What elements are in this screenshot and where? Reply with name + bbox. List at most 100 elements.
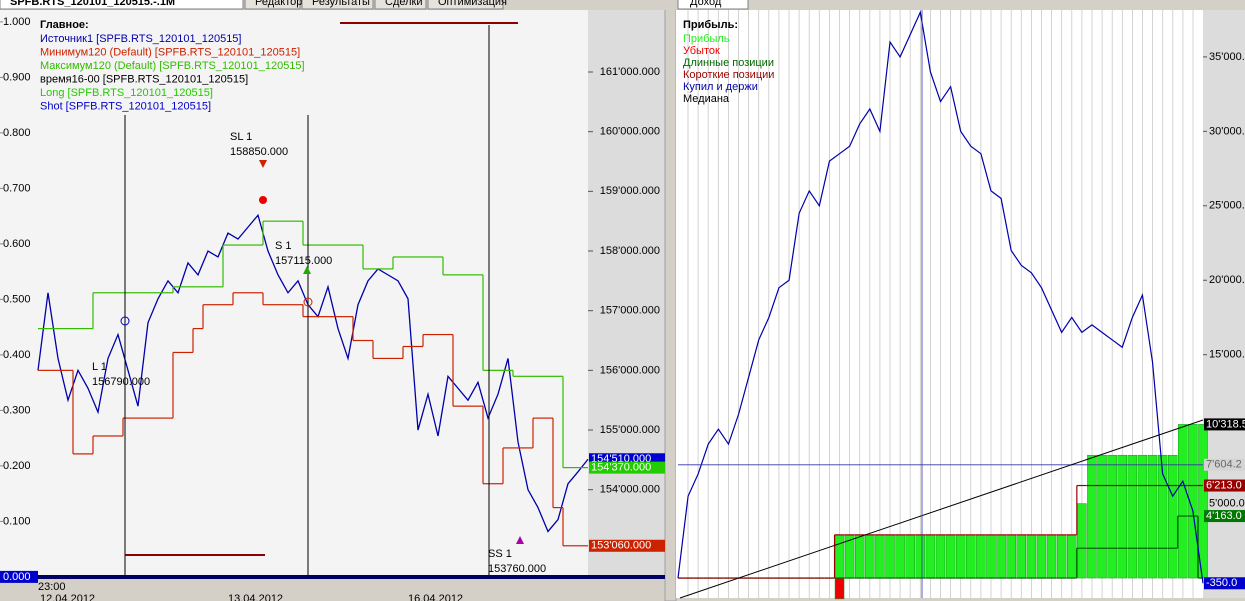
signal-dot [303, 297, 313, 307]
price-tick-label: 159'000.000 [600, 185, 660, 197]
price-tick-label: 161'000.000 [600, 66, 660, 78]
bar [935, 534, 946, 579]
trade-price: 157115.000 [275, 255, 332, 267]
value-label-bg [1204, 418, 1245, 431]
bar [1077, 503, 1087, 579]
y-tick-label: 25'000.0 [1209, 200, 1245, 212]
bar [1188, 424, 1198, 579]
y-tick-label: 0.800 [3, 127, 31, 139]
bar [1067, 534, 1077, 579]
price-tick-label: 154'000.000 [600, 484, 660, 496]
tab-label[interactable]: Доход [690, 0, 722, 8]
y-tick-label: 20'000.0 [1209, 274, 1245, 286]
y-tick-label: 5'000.0 [1209, 498, 1245, 510]
bar [1036, 534, 1047, 579]
tab-label[interactable]: Сделки [385, 0, 423, 8]
bar [1147, 454, 1158, 579]
bar [1178, 424, 1188, 579]
value-label: 6'213.0 [1206, 479, 1242, 491]
y-tick-label: 1.000 [3, 16, 31, 28]
bar [1127, 454, 1138, 579]
splitter[interactable] [664, 0, 677, 601]
bar [895, 534, 905, 579]
left-axis-bg [588, 10, 665, 578]
bar [865, 534, 875, 579]
y-tick-label: 0.700 [3, 182, 31, 194]
bar [834, 577, 845, 600]
y-tick-label: 0.000 [3, 571, 31, 583]
tab-strip [0, 0, 1245, 10]
price-tick-label: 156'000.000 [600, 364, 660, 376]
signal-dot [259, 196, 267, 204]
median-line [679, 419, 1204, 599]
tab[interactable] [0, 0, 244, 10]
x-tick-label: 13.04.2012 [228, 593, 283, 601]
bar [1056, 534, 1067, 579]
legend-entry: Источник1 [SPFB.RTS_120101_120515] [40, 33, 241, 45]
bar [986, 534, 996, 579]
legend-entry: Shot [SPFB.RTS_120101_120515] [40, 100, 211, 112]
tab[interactable] [301, 0, 374, 10]
bar [1107, 454, 1117, 579]
tab-label[interactable]: Оптимизация [438, 0, 507, 8]
legend-entry: Убыток [683, 45, 720, 57]
bar [1046, 534, 1057, 579]
y-tick-bg [0, 570, 38, 583]
tab-label[interactable]: Результаты [312, 0, 370, 8]
trade-label: S 1 [275, 240, 292, 252]
value-label: -350.0 [1206, 577, 1237, 589]
y-tick-label: 15'000.0 [1209, 349, 1245, 361]
legend-title: Прибыль: [683, 19, 738, 31]
tab-label[interactable]: SPFB.RTS_120101_120515.-.1M [10, 0, 175, 8]
legend-entry: Купил и держи [683, 81, 758, 93]
signal-arrow [303, 266, 311, 274]
tab[interactable] [677, 0, 749, 10]
y-tick-label: 0.900 [3, 71, 31, 83]
price-tick-label: 158'000.000 [600, 245, 660, 257]
legend-entry: Медиана [683, 93, 730, 105]
tab[interactable] [374, 0, 427, 10]
tab[interactable] [244, 0, 301, 10]
y-tick-label: 0.100 [3, 515, 31, 527]
legend-entry: Прибыль [683, 33, 730, 45]
bar [966, 534, 976, 579]
value-label-bg [1204, 510, 1245, 523]
value-label-bg [1204, 577, 1245, 590]
bar [875, 534, 885, 579]
legend-entry: Максимум120 (Default) [SPFB.RTS_120101_1… [40, 60, 305, 72]
bar [905, 534, 915, 579]
price-tick-label: 160'000.000 [600, 126, 660, 138]
value-label-bg [1204, 479, 1245, 492]
equity-line [677, 10, 1204, 584]
y-tick-label: 35'000.0 [1209, 51, 1245, 63]
bar [1137, 454, 1148, 579]
legend-entry: Короткие позиции [683, 69, 774, 81]
price-tick-label: 155'000.000 [600, 424, 660, 436]
bar [1198, 424, 1208, 579]
y-tick-label: 0.200 [3, 460, 31, 472]
bar [1167, 454, 1178, 579]
bar [834, 534, 845, 579]
chart-layer: 154'000.000 155'000.000 156'000.000 157'000… [37, 10, 1245, 600]
bar [1117, 454, 1127, 579]
right-axis-bg [1203, 10, 1245, 598]
trade-label: L 1 [92, 361, 107, 373]
signal-dot [120, 316, 130, 326]
tab-label[interactable]: Редактор [255, 0, 302, 8]
tab[interactable] [427, 0, 504, 10]
x-tick-label: 16.04.2012 [408, 593, 463, 601]
x-tick-label: 12.04.2012 [40, 593, 95, 601]
value-label-bg [1204, 458, 1245, 471]
trade-price: 153760.000 [488, 563, 546, 575]
trade-price: 156790.000 [92, 376, 150, 388]
bar [1006, 534, 1016, 579]
value-label: 10'318.5 [1206, 418, 1245, 430]
bar [976, 534, 986, 579]
bar [955, 534, 966, 579]
y-tick-label: 0.500 [3, 293, 31, 305]
legend-entry: время16-00 [SPFB.RTS_120101_120515] [40, 73, 248, 85]
trade-price: 158850.000 [230, 146, 288, 158]
bar [915, 534, 926, 579]
legend-title: Главное: [40, 19, 89, 31]
